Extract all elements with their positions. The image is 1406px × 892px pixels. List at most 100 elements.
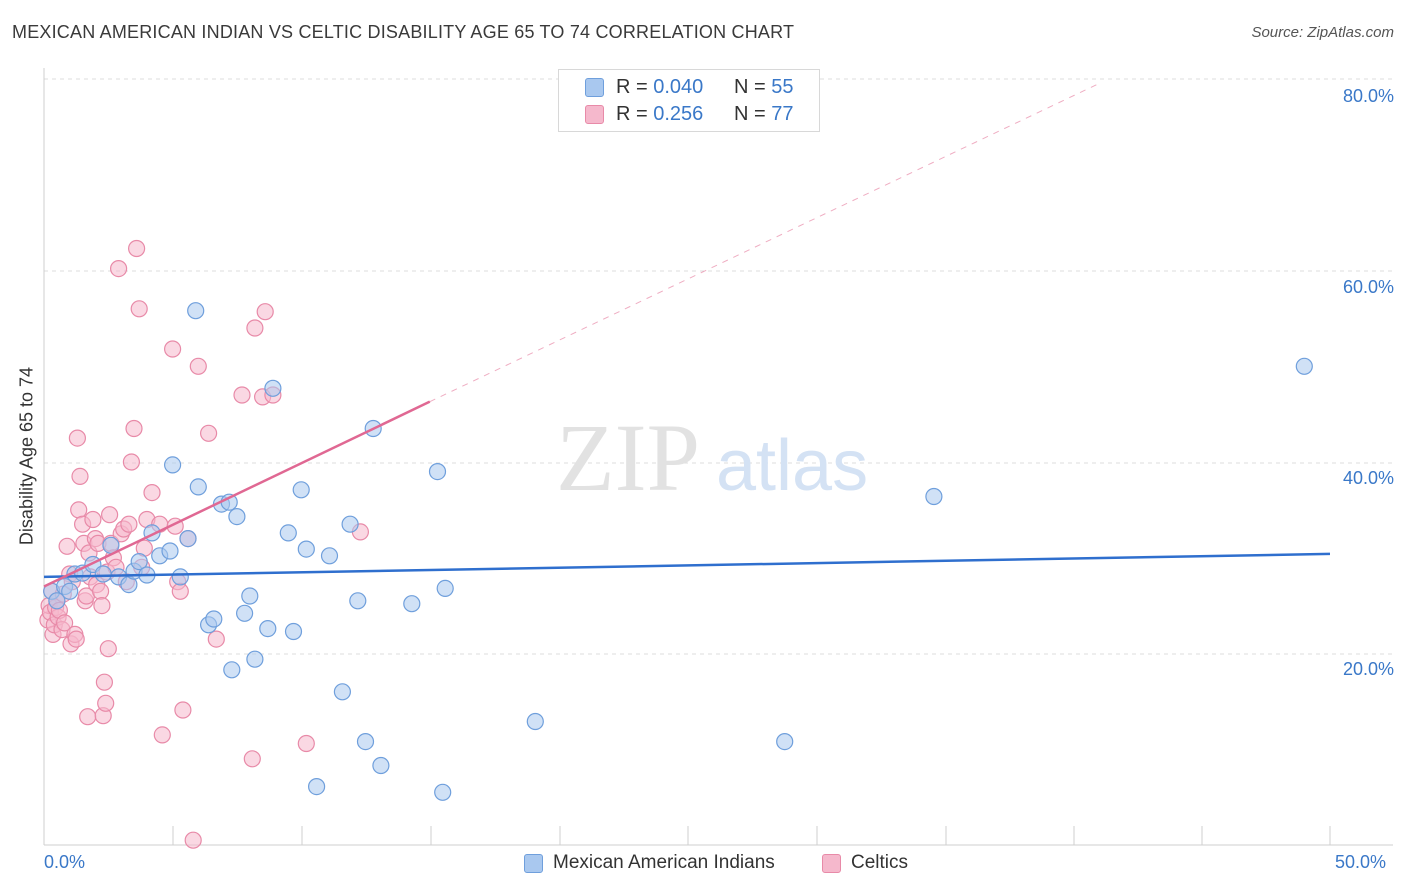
celtic-point [184,831,202,849]
mexican-american-indian-point [279,524,297,542]
legend-label: Celtics [851,852,909,873]
mexican-american-indian-point [241,587,259,605]
mexican-american-indian-point [61,582,79,600]
mexican-american-indian-point [341,515,359,533]
legend-n-label: N = [734,75,766,98]
legend-r-value: 0.040 [653,75,704,98]
legend-r-label: R = [616,75,648,98]
mexican-american-indian-point [292,481,310,499]
legend-swatch-blue [524,853,543,873]
celtic-point [297,734,315,753]
axes [43,68,1393,846]
celtic-point [153,726,171,744]
watermark-atlas: atlas [716,426,868,506]
mexican-american-indian-point [333,683,351,701]
y-tick-label-20: 20.0% [1342,659,1394,679]
legend-swatch-pink [822,853,841,873]
mexican-american-indian-point [161,542,179,560]
celtics-points [39,239,369,849]
mexican-american-indian-point [284,622,303,641]
mexican-american-indian-point [925,487,943,506]
mexican-american-indian-point [259,619,277,638]
legend-swatch-pink [585,104,604,124]
mexican-american-indian-point [776,732,794,751]
chart-title: MEXICAN AMERICAN INDIAN VS CELTIC DISABI… [12,22,795,42]
celtic-point [84,510,102,529]
mexican-american-indian-point [205,610,223,628]
celtic-point [79,708,97,726]
legend-row-blue: R = 0.040 N = 55 [559,74,794,100]
trend-line-mexican-american-indians [43,552,1331,579]
mexican-american-indian-point [436,579,454,598]
celtic-point [233,386,251,404]
legend-n-value: 77 [771,102,794,125]
mexican-american-indian-point [228,507,246,526]
celtic-point [93,596,111,615]
celtic-point [100,506,119,524]
celtic-point [71,467,89,485]
legend-item-celtics: Celtics [822,852,908,874]
celtic-point [256,303,274,321]
y-axis-label: Disability Age 65 to 74 [16,366,37,546]
gridlines [44,78,1393,655]
mexican-american-indian-point [94,565,112,583]
celtic-point [189,357,207,375]
legend-n-label: N = [734,102,766,125]
trend-lines [43,83,1331,588]
y-tick-label-60: 60.0% [1342,277,1394,297]
trend-line-celtics-extension [429,83,1099,403]
mexican-american-indian-point [236,604,254,622]
mexican-american-indian-point [187,302,205,320]
mexican-american-indian-point [264,379,282,397]
mexican-american-indians-points [43,302,1313,801]
mexican-american-indian-point [297,540,315,558]
mexican-american-indian-point [320,547,339,565]
celtic-point [246,319,264,337]
celtic-point [95,673,114,691]
mexican-american-indian-point [428,463,447,481]
mexican-american-indian-point [1295,357,1313,375]
y-tick-label-80: 80.0% [1342,86,1394,106]
mexican-american-indian-point [434,783,452,801]
celtic-point [207,630,225,648]
celtic-point [99,640,117,658]
celtic-point [68,429,87,447]
legend-label: Mexican American Indians [553,852,775,873]
source-label: Source: ZipAtlas.com [1251,24,1394,41]
legend-row-pink: R = 0.256 N = 77 [559,101,794,127]
mexican-american-indian-point [356,732,375,751]
celtic-point [55,614,74,632]
series-legend: Mexican American Indians Celtics [0,852,1406,878]
celtic-point [125,419,143,438]
mexican-american-indian-point [246,650,264,668]
x-tick-label-min: 0.0% [44,852,86,872]
legend-r-label: R = [616,102,648,125]
celtic-point [91,582,110,600]
celtic-point [120,515,138,533]
celtic-point [171,582,189,600]
celtic-point [130,300,148,318]
x-tick-label-max: 50.0% [1335,852,1387,872]
celtic-point [109,260,128,278]
watermark-zip: ZIP [556,404,700,511]
y-tick-label-40: 40.0% [1342,468,1394,488]
celtic-point [128,239,146,258]
celtic-point [243,750,261,768]
celtic-point [67,630,85,648]
mexican-american-indian-point [130,552,148,571]
mexican-american-indian-point [164,456,182,474]
mexican-american-indian-point [179,529,197,548]
legend-item-mexican-american-indians: Mexican American Indians [524,852,775,874]
mexican-american-indian-point [403,595,421,613]
celtic-point [122,453,140,471]
mexican-american-indian-point [349,592,367,610]
mexican-american-indian-point [223,661,241,679]
mexican-american-indian-point [526,712,544,731]
legend-r-value: 0.256 [653,102,704,125]
celtic-point [58,537,76,555]
celtic-point [164,340,182,358]
celtic-point [97,694,115,712]
celtic-point [70,501,88,519]
watermark: ZIP atlas [556,404,868,511]
